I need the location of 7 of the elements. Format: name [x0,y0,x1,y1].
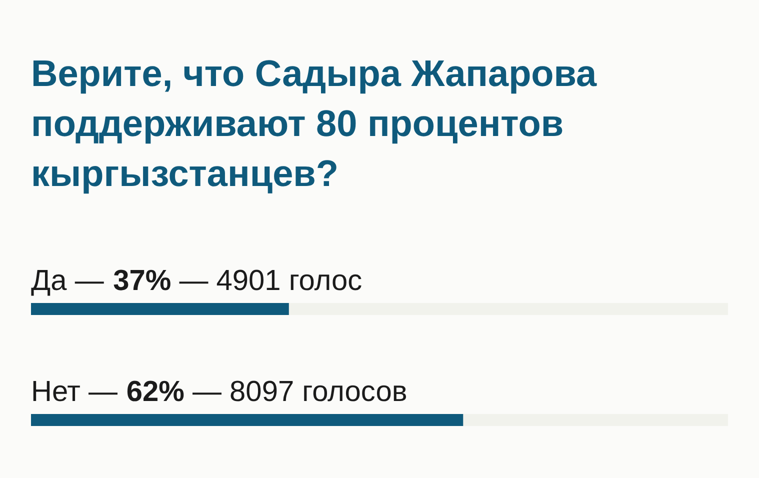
y-tick-label: Да — [31,265,104,297]
annotation: — 4901 голос [179,265,362,297]
chart-title: Верите, что Садыра Жапарова поддерживают 80 процентов кыргызстанцев? [31,53,598,194]
data-label: 62% [126,376,185,408]
annotation: — 8097 голосов [192,376,408,408]
data-label: 37% [113,265,172,297]
y-tick-label: Нет — [31,376,118,408]
